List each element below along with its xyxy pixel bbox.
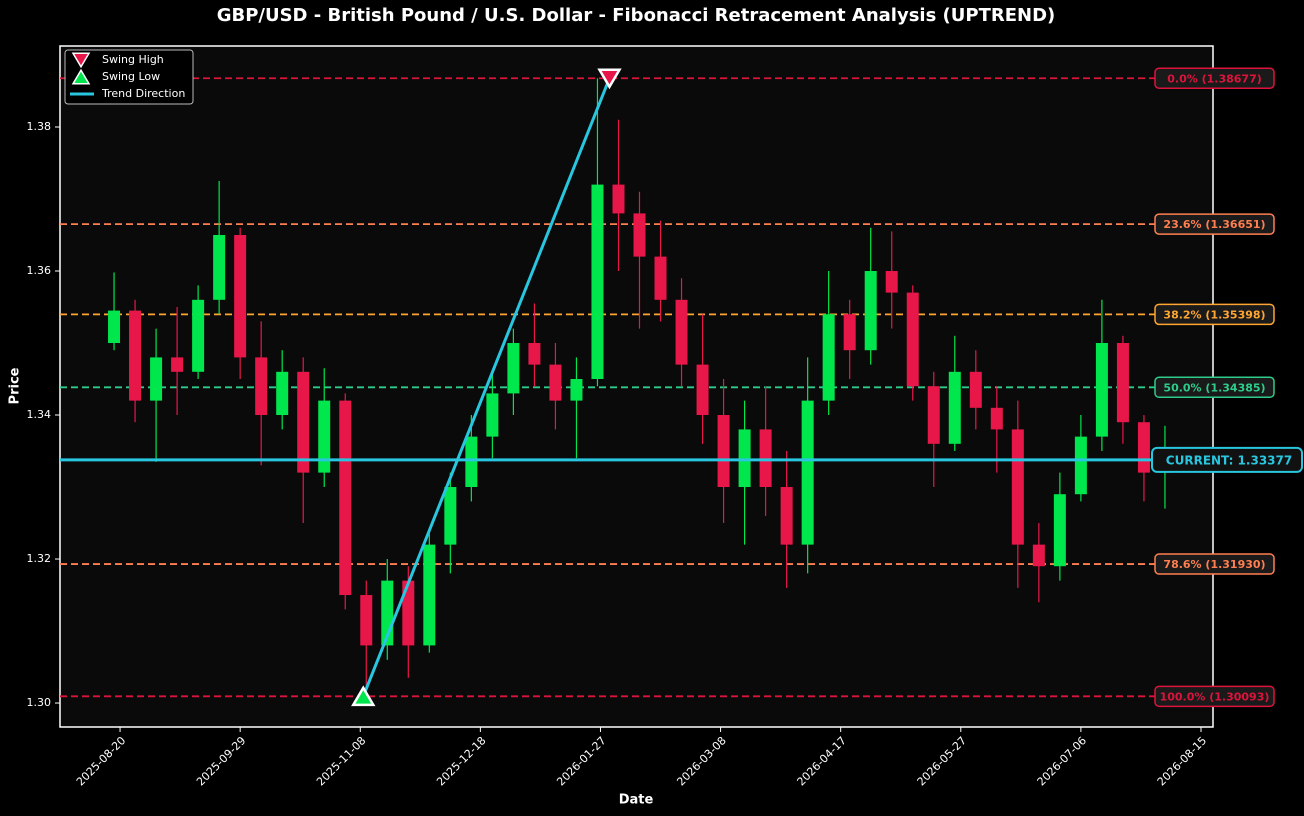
y-tick-label: 1.32: [27, 552, 52, 565]
candle-body: [1053, 494, 1066, 567]
candle-body: [885, 271, 898, 293]
candle-body: [612, 184, 625, 214]
fib-label-box: [1154, 685, 1275, 708]
candle-body: [129, 310, 142, 401]
candle-body: [696, 364, 709, 416]
trend-line: [361, 77, 611, 697]
x-tick-label: 2026-05-27: [915, 734, 969, 788]
candle-body: [1032, 544, 1045, 567]
x-axis-label: Date: [619, 793, 654, 808]
x-tick-label: 2025-11-08: [314, 734, 368, 788]
candle-body: [633, 213, 646, 257]
candle-body: [1137, 422, 1150, 473]
candle-body: [528, 343, 541, 365]
fib-label: 50.0% (1.34385): [1163, 381, 1265, 394]
candle-body: [360, 595, 373, 646]
candle-body: [759, 429, 772, 488]
x-tick-label: 2025-12-18: [434, 734, 488, 788]
candle-body: [1011, 429, 1024, 545]
y-tick-label: 1.36: [27, 264, 52, 277]
candle-body: [465, 436, 478, 488]
candle-body: [591, 184, 604, 380]
candle-body: [990, 407, 1003, 430]
current-label: CURRENT: 1.33377: [1166, 453, 1292, 467]
candle-body: [318, 400, 331, 473]
y-tick-label: 1.30: [27, 696, 52, 709]
candle-body: [570, 379, 583, 401]
y-tick-label: 1.38: [27, 120, 52, 133]
candle-body: [1116, 343, 1129, 423]
candle-body: [255, 357, 268, 416]
candle-body: [654, 256, 667, 300]
x-tick-label: 2026-03-08: [674, 734, 728, 788]
x-tick-label: 2026-07-06: [1035, 734, 1089, 788]
candle-body: [507, 343, 520, 394]
x-tick-label: 2026-08-15: [1155, 734, 1209, 788]
candle-body: [780, 487, 793, 545]
legend-label: Swing High: [102, 53, 164, 66]
candle-body: [276, 371, 289, 416]
candle-body: [675, 299, 688, 365]
fib-label: 100.0% (1.30093): [1160, 690, 1270, 703]
candle-body: [108, 310, 121, 344]
candle-body: [486, 393, 499, 437]
candle-body: [822, 314, 835, 401]
y-axis-label: Price: [8, 367, 23, 404]
candle-body: [1074, 436, 1087, 495]
candle-body: [738, 429, 751, 488]
candle-body: [801, 400, 814, 545]
candle-body: [843, 314, 856, 351]
legend-label: Trend Direction: [101, 87, 185, 100]
candle-body: [948, 371, 961, 444]
fib-label-box: [1154, 553, 1275, 575]
candle-body: [234, 235, 247, 358]
candle-body: [927, 386, 940, 444]
candle-body: [549, 364, 562, 401]
chart-title: GBP/USD - British Pound / U.S. Dollar - …: [217, 5, 1056, 26]
legend: Swing High Swing Low Trend Direction: [64, 49, 194, 105]
candle-body: [339, 400, 352, 596]
x-tick-label: 2026-01-27: [554, 734, 608, 788]
candle-body: [213, 235, 226, 300]
candle-body: [297, 371, 310, 473]
candle-body: [717, 415, 730, 488]
candle-body: [906, 292, 919, 387]
x-tick-label: 2026-04-17: [795, 734, 849, 788]
candle-body: [192, 299, 205, 372]
legend-swatch: [71, 52, 91, 69]
candle-body: [150, 357, 163, 401]
fib-label: 0.0% (1.38677): [1167, 72, 1262, 85]
x-tick-label: 2025-09-29: [194, 734, 248, 788]
fib-label-box: [1154, 376, 1275, 399]
y-tick-label: 1.34: [27, 408, 52, 421]
fib-label-box: [1154, 213, 1275, 235]
swing-low-marker: [351, 685, 376, 707]
candle-body: [969, 371, 982, 408]
candle-body: [1095, 343, 1108, 437]
legend-swatch: [71, 68, 91, 85]
candle-body: [864, 271, 877, 351]
current-label-box: [1151, 446, 1303, 473]
fib-label: 23.6% (1.36651): [1163, 218, 1265, 231]
candle-body: [171, 357, 184, 372]
legend-box: [64, 49, 194, 105]
x-tick-label: 2025-08-20: [74, 734, 128, 788]
fib-label: 38.2% (1.35398): [1163, 308, 1265, 321]
candle-body: [423, 544, 436, 646]
swing-high-marker: [597, 68, 622, 90]
candle-body: [402, 580, 415, 646]
fib-label: 78.6% (1.31930): [1163, 558, 1265, 571]
candle-body: [444, 487, 457, 545]
fib-label-box: [1154, 67, 1275, 90]
legend-label: Swing Low: [102, 70, 160, 83]
fib-label-box: [1154, 303, 1275, 326]
